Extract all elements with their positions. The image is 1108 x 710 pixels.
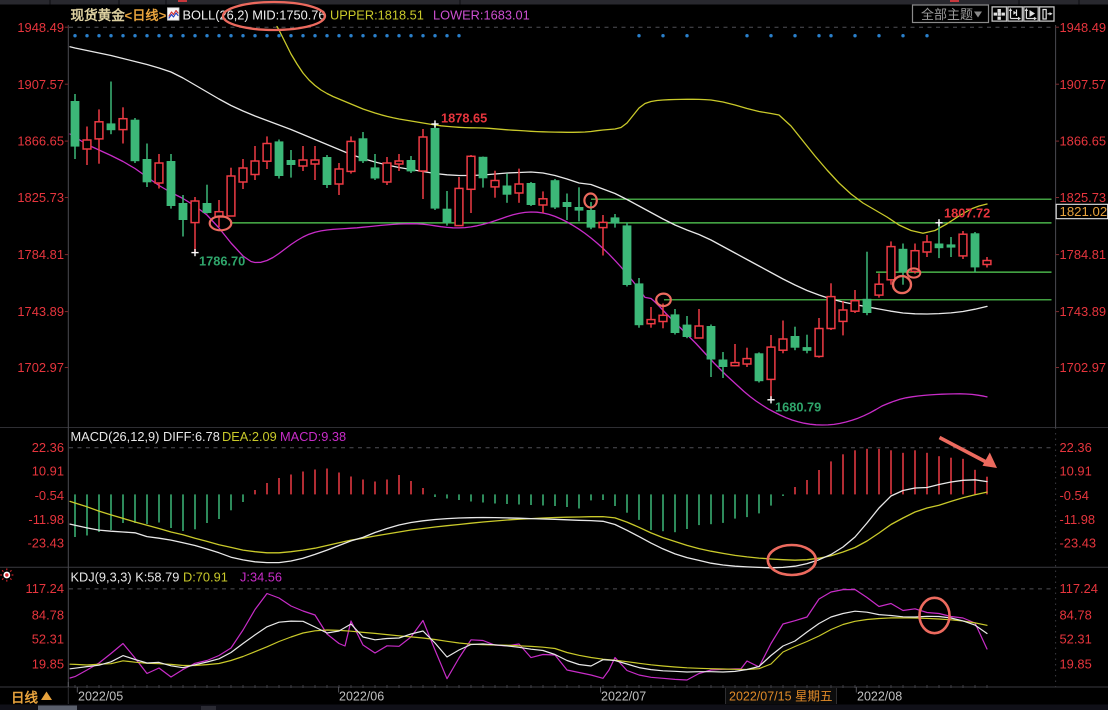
svg-text:22.36: 22.36 [1060,440,1092,455]
svg-text:UPPER:1818.51: UPPER:1818.51 [330,8,424,23]
svg-text:现货黄金: 现货黄金 [71,7,126,23]
svg-text:-0.54: -0.54 [1060,488,1089,503]
svg-text:19.85: 19.85 [1060,657,1092,672]
svg-text:1702.97: 1702.97 [17,360,64,375]
svg-text:1702.97: 1702.97 [1060,360,1107,375]
svg-text:52.31: 52.31 [32,632,64,647]
svg-text:-11.98: -11.98 [28,512,64,527]
svg-text:1784.81: 1784.81 [1060,247,1107,262]
svg-text:MACD:9.38: MACD:9.38 [280,429,346,444]
svg-text:-0.54: -0.54 [35,488,64,503]
svg-text:1948.49: 1948.49 [1060,20,1107,35]
svg-text:全部主题: 全部主题 [921,7,973,22]
svg-text:D:70.91: D:70.91 [183,570,228,585]
svg-text:1866.65: 1866.65 [1060,134,1107,149]
svg-text:1807.72: 1807.72 [944,206,990,221]
svg-text:1866.65: 1866.65 [17,134,64,149]
svg-text:DEA:2.09: DEA:2.09 [222,429,277,444]
svg-text:日线: 日线 [11,690,38,706]
svg-text:1784.81: 1784.81 [17,247,64,262]
svg-text:LOWER:1683.01: LOWER:1683.01 [433,8,530,23]
svg-text:1878.65: 1878.65 [441,111,487,126]
svg-text:2022/05: 2022/05 [78,690,123,704]
svg-text:10.91: 10.91 [1060,464,1092,479]
svg-text:84.78: 84.78 [1060,608,1092,623]
svg-text:1825.73: 1825.73 [17,190,64,205]
svg-text:1743.89: 1743.89 [17,304,64,319]
svg-text:1948.49: 1948.49 [17,20,64,35]
svg-text:1907.57: 1907.57 [1060,77,1107,92]
svg-text:117.24: 117.24 [1060,581,1098,596]
svg-text:19.85: 19.85 [32,657,64,672]
svg-text:22.36: 22.36 [32,440,64,455]
svg-text:2022/07: 2022/07 [601,690,646,704]
svg-text:2022/06: 2022/06 [339,690,384,704]
svg-text:52.31: 52.31 [1060,632,1092,647]
svg-text:84.78: 84.78 [32,608,64,623]
svg-text:1786.70: 1786.70 [199,254,245,269]
svg-text:2022/08: 2022/08 [857,690,902,704]
svg-text:KDJ(9,3,3) K:58.79: KDJ(9,3,3) K:58.79 [71,570,180,585]
svg-text:BOLL(26,2) MID:1750.76: BOLL(26,2) MID:1750.76 [183,8,326,23]
svg-text:1743.89: 1743.89 [1060,304,1107,319]
svg-text:1680.79: 1680.79 [775,400,821,415]
svg-text:J:34.56: J:34.56 [240,570,282,585]
svg-text:<日线>: <日线> [125,7,167,23]
svg-text:1825.73: 1825.73 [1060,190,1107,205]
svg-text:-23.43: -23.43 [27,536,64,551]
svg-text:117.24: 117.24 [26,581,64,596]
svg-text:-23.43: -23.43 [1060,536,1097,551]
svg-text:10.91: 10.91 [32,464,64,479]
svg-text:-11.98: -11.98 [1060,512,1096,527]
svg-text:MACD(26,12,9) DIFF:6.78: MACD(26,12,9) DIFF:6.78 [71,429,220,444]
svg-text:1907.57: 1907.57 [17,77,64,92]
svg-text:2022/07/15 星期五: 2022/07/15 星期五 [729,690,833,704]
svg-text:1821.02: 1821.02 [1060,204,1108,219]
